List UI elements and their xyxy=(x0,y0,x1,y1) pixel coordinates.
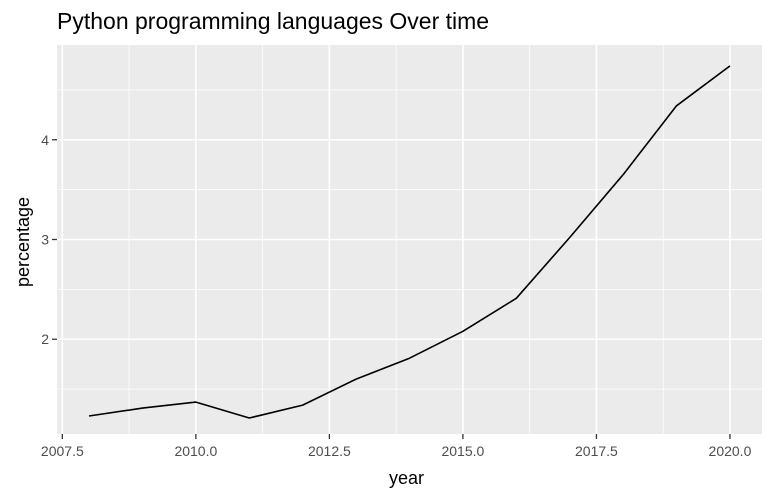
y-tick-label: 4 xyxy=(41,132,49,148)
x-tick-label: 2010.0 xyxy=(174,443,217,459)
data-line xyxy=(88,65,731,419)
minor-gridlines xyxy=(57,45,762,434)
x-tick-label: 2015.0 xyxy=(441,443,484,459)
x-axis: 2007.5 2010.0 2012.5 2015.0 2017.5 2020.0 xyxy=(41,434,752,459)
x-tick-label: 2007.5 xyxy=(41,443,84,459)
chart-title: Python programming languages Over time xyxy=(57,8,490,34)
y-tick-label: 3 xyxy=(41,232,49,248)
x-tick-label: 2020.0 xyxy=(709,443,752,459)
y-axis-label: percentage xyxy=(13,196,33,287)
y-axis: 2 3 4 xyxy=(41,132,57,347)
x-tick-label: 2012.5 xyxy=(308,443,351,459)
x-axis-label: year xyxy=(389,468,425,488)
x-tick-label: 2017.5 xyxy=(575,443,618,459)
major-gridlines xyxy=(57,45,762,434)
y-tick-label: 2 xyxy=(41,331,49,347)
